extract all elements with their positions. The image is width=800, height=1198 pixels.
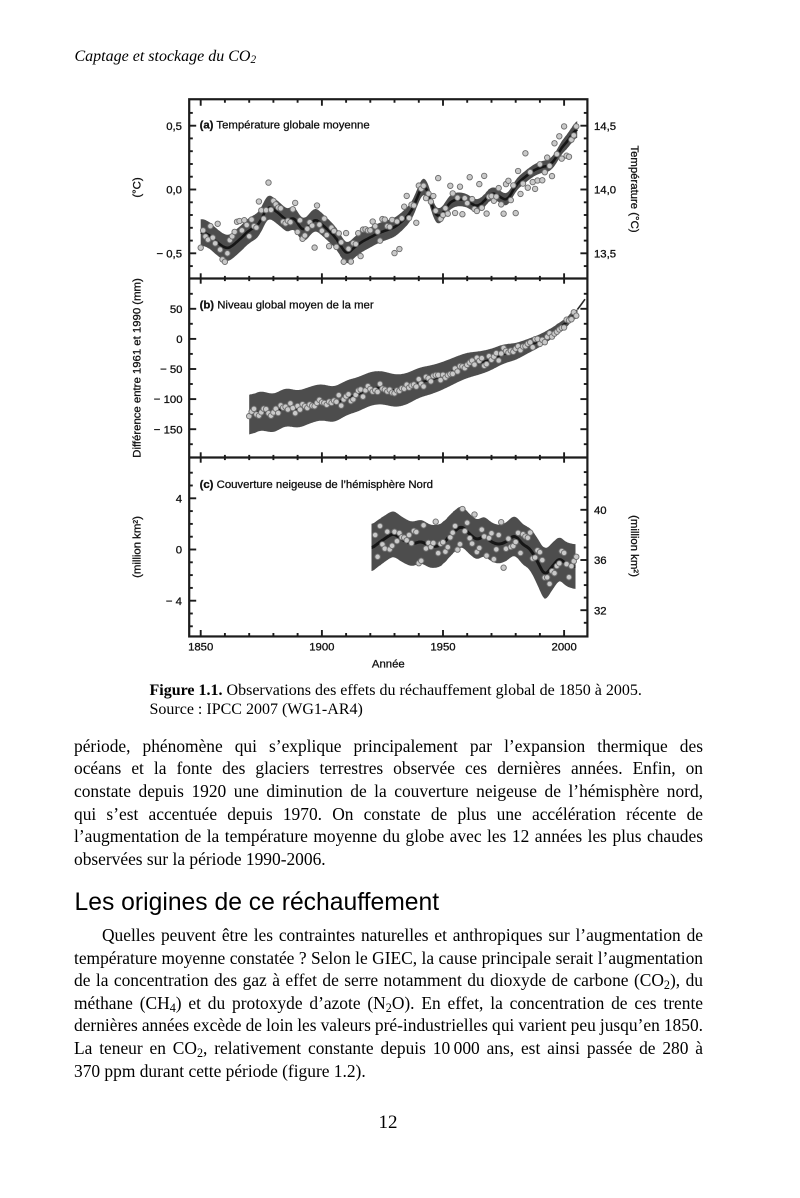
svg-text:0,0: 0,0 [166, 185, 182, 197]
svg-text:0: 0 [176, 545, 182, 557]
svg-text:(a) Température globale moyenn: (a) Température globale moyenne [200, 120, 370, 132]
svg-text:13,5: 13,5 [594, 248, 616, 260]
svg-text:(million km²): (million km²) [628, 515, 640, 577]
svg-text:2000: 2000 [552, 642, 577, 654]
svg-text:1900: 1900 [309, 642, 334, 654]
svg-text:− 0,5: − 0,5 [156, 248, 182, 260]
svg-text:1950: 1950 [430, 642, 455, 654]
svg-text:14,0: 14,0 [594, 185, 616, 197]
svg-text:1850: 1850 [188, 642, 213, 654]
svg-text:(million km²): (million km²) [132, 516, 144, 578]
svg-text:36: 36 [594, 555, 607, 567]
svg-text:32: 32 [594, 605, 607, 617]
svg-text:(b) Niveau global moyen de la: (b) Niveau global moyen de la mer [200, 300, 374, 312]
svg-text:(°C): (°C) [132, 177, 144, 198]
svg-text:50: 50 [170, 304, 183, 316]
svg-text:− 50: − 50 [160, 364, 182, 376]
svg-text:40: 40 [594, 505, 607, 517]
svg-text:− 150: − 150 [154, 424, 183, 436]
svg-text:(c) Couverture neigeuse de l’h: (c) Couverture neigeuse de l’hémisphère … [200, 479, 433, 491]
svg-text:Température (°C): Température (°C) [628, 145, 640, 232]
svg-text:− 4: − 4 [166, 596, 182, 608]
svg-text:Différence entre 1961 et 1990: Différence entre 1961 et 1990 (mm) [132, 278, 144, 458]
svg-text:− 100: − 100 [154, 394, 183, 406]
svg-text:0,5: 0,5 [166, 121, 182, 133]
svg-text:0: 0 [176, 334, 182, 346]
svg-text:14,5: 14,5 [594, 121, 616, 133]
svg-text:4: 4 [176, 493, 182, 505]
svg-text:Année: Année [372, 659, 405, 671]
